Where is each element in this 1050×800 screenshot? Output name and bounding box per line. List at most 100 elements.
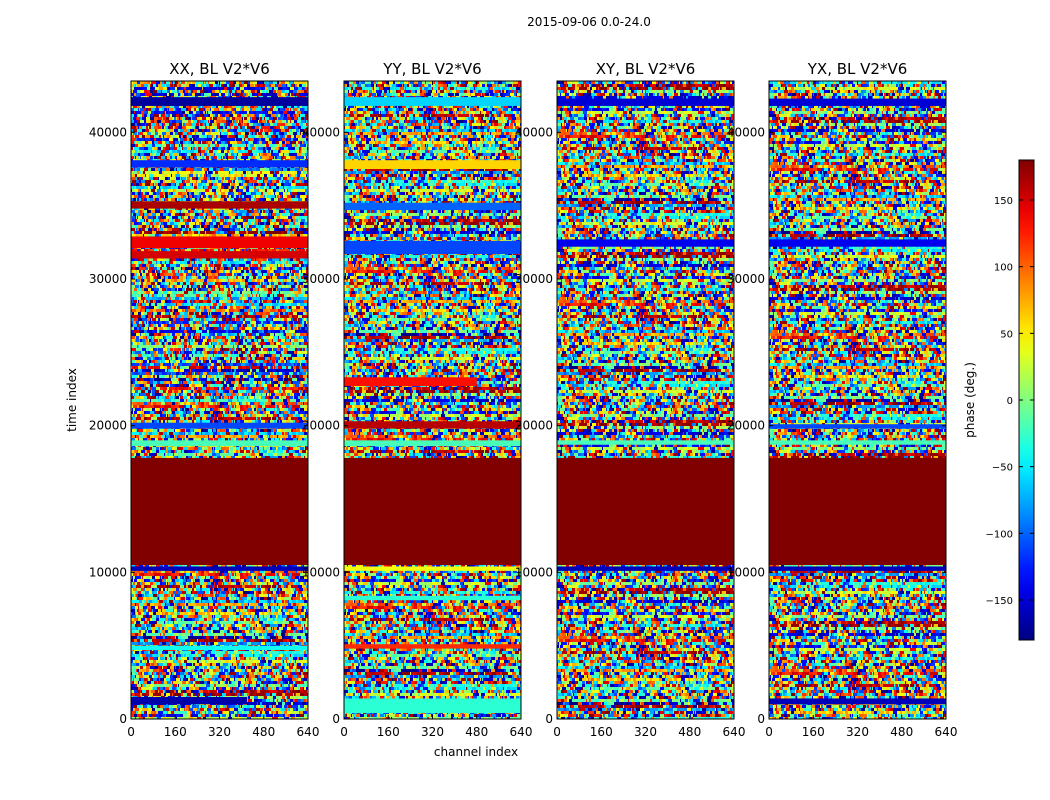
phase-band-1 [344,97,521,106]
y-tick-label: 20000 [302,419,340,433]
constant-phase-block [131,458,308,565]
y-tick-label: 0 [119,712,127,726]
phase-band-8 [344,566,521,570]
panel-4: YX, BL V2*V6 0 160 320 480 640 0 10000 20000 3000… [727,60,958,739]
x-tick-label: 0 [765,725,773,739]
x-tick-label: 0 [340,725,348,739]
phase-band-3 [769,424,946,428]
figure-title: 2015-09-06 0.0-24.0 [527,15,651,29]
x-axis-label: channel index [434,745,518,759]
phase-band-4 [557,566,734,570]
y-tick-label: 30000 [515,272,553,286]
phase-band-10 [344,644,521,648]
phase-band-7 [344,440,521,446]
phase-band-9 [344,596,521,600]
panel-image [131,81,311,720]
y-tick-label: 40000 [515,125,553,139]
y-tick-label: 20000 [727,419,765,433]
y-axis-label: time index [65,368,79,432]
colorbar-tick-label: 0 [1007,396,1013,407]
phase-band-7 [131,440,308,446]
colorbar-tick-label: 150 [994,196,1013,207]
phase-band-6 [131,423,308,429]
x-tick-label: 640 [935,725,958,739]
panel-title: XX, BL V2*V6 [169,60,270,78]
panel-title: YX, BL V2*V6 [807,60,908,78]
constant-phase-block [769,458,946,565]
panel-image [344,81,524,720]
phase-band-1 [557,99,734,106]
phase-noise [131,81,311,720]
panel-3: XY, BL V2*V60 160 320 480 640010000200003000… [515,60,746,739]
y-tick-label: 10000 [515,565,553,579]
phase-band-3 [557,440,734,444]
y-tick-label: 20000 [89,419,127,433]
panel-title: YY, BL V2*V6 [382,60,481,78]
x-tick-label: 160 [164,725,187,739]
y-tick-label: 40000 [727,125,765,139]
colorbar-tick-label: 50 [1000,329,1013,340]
colorbar-label: phase (deg.) [963,362,977,438]
phase-noise [769,81,949,720]
panel-image [769,81,949,720]
constant-phase-block [344,458,521,565]
phase-noise [344,81,524,720]
phase-band-2 [131,160,308,167]
y-tick-label: 0 [332,712,340,726]
phase-band-10 [131,697,247,704]
phase-band-4 [769,440,946,444]
y-tick-label: 20000 [515,419,553,433]
colorbar-tick-label: −50 [992,463,1013,474]
phase-band-2 [557,239,734,246]
x-tick-label: 320 [846,725,869,739]
x-tick-label: 480 [252,725,275,739]
x-tick-label: 480 [890,725,913,739]
x-tick-label: 480 [678,725,701,739]
phase-band-5 [344,377,477,386]
phase-band-4 [344,241,521,254]
panels-group: XX, BL V2*V6 0 160 320 480 640 0 10000 20000 3000… [89,60,958,739]
phase-band-2 [769,239,946,246]
y-tick-label: 40000 [302,125,340,139]
y-tick-label: 40000 [89,125,127,139]
phase-band-1 [769,99,946,106]
x-tick-label: 640 [297,725,320,739]
colorbar-tick-label: −100 [986,529,1013,540]
constant-phase-block [557,458,734,565]
panel-title: XY, BL V2*V6 [596,60,696,78]
phase-band-3 [131,201,308,208]
x-tick-label: 320 [421,725,444,739]
y-tick-label: 0 [757,712,765,726]
panel-2: YY, BL V2*V6 0 160 320 480 640 0 10000 20000 3000… [302,60,533,739]
colorbar-tick-label: −150 [986,596,1013,607]
x-tick-label: 160 [377,725,400,739]
panel-image [557,81,737,720]
panel-1: XX, BL V2*V60 160 320 480 640010000200003000… [89,60,320,739]
phase-band-6 [344,421,521,428]
phase-band-4 [131,236,308,248]
phase-band-2 [344,160,521,169]
y-tick-label: 10000 [302,565,340,579]
phase-band-6 [769,698,946,704]
y-tick-label: 30000 [727,272,765,286]
phase-band-11 [344,698,521,713]
phase-band-5 [131,251,308,258]
x-tick-label: 640 [510,725,533,739]
phase-noise [557,81,737,720]
x-tick-label: 320 [634,725,657,739]
phase-band-8 [131,566,308,570]
y-tick-label: 30000 [302,272,340,286]
phase-band-9 [131,646,308,650]
x-tick-label: 640 [723,725,746,739]
x-tick-label: 160 [590,725,613,739]
y-tick-label: 10000 [89,565,127,579]
phase-band-3 [344,203,521,210]
x-tick-label: 0 [553,725,561,739]
y-tick-label: 10000 [727,565,765,579]
x-tick-label: 160 [802,725,825,739]
x-tick-label: 480 [465,725,488,739]
phase-band-5 [769,566,946,570]
